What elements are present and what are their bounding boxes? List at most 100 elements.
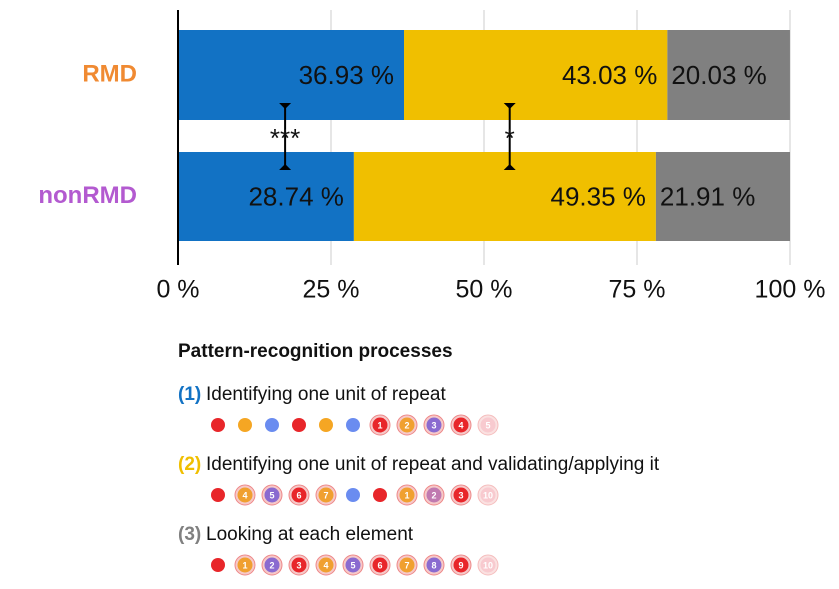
example-dot [211,488,225,502]
example-dot: 4 [450,414,472,436]
value-label: 20.03 % [671,60,766,90]
example-dot [292,418,306,432]
legend-marker: (3) [178,524,201,545]
example-dot [346,418,360,432]
dot [453,417,469,433]
dot [453,557,469,573]
dot-label: 4 [323,560,328,570]
legend-marker: (2) [178,454,201,475]
x-tick-label: 100 % [755,276,826,304]
example-dot [265,418,279,432]
example-dot: 3 [288,554,310,576]
category-label: nonRMD [38,182,137,209]
dot-label: 2 [431,490,436,500]
dot-label: 5 [485,420,490,430]
legend-text: Looking at each element [206,524,414,545]
dot [399,557,415,573]
x-tick-label: 75 % [609,276,666,304]
dot-label: 10 [483,560,493,570]
value-label: 21.91 % [660,181,755,211]
bar-segment [667,30,790,120]
dot-label: 4 [242,490,247,500]
dot [399,487,415,503]
legend-text: Identifying one unit of repeat and valid… [206,454,660,475]
example-dot: 10 [477,484,499,506]
example-dot: 4 [315,554,337,576]
x-tick-label: 0 % [156,276,199,304]
dot-label: 6 [296,490,301,500]
dot-label: 1 [377,420,382,430]
dot [453,487,469,503]
dot [480,417,496,433]
dot-label: 4 [458,420,463,430]
example-dot [211,558,225,572]
dot [237,557,253,573]
dot [426,557,442,573]
example-dot: 5 [261,484,283,506]
example-dot [373,488,387,502]
value-label: 36.93 % [299,60,394,90]
x-tick-label: 25 % [303,276,360,304]
dot-label: 7 [404,560,409,570]
dot-label: 2 [404,420,409,430]
dot [237,487,253,503]
example-dot: 2 [423,484,445,506]
example-dot: 4 [234,484,256,506]
example-dot: 5 [342,554,364,576]
example-dot: 2 [396,414,418,436]
example-dot: 6 [369,554,391,576]
dot-label: 8 [431,560,436,570]
value-label: 43.03 % [562,60,657,90]
significance-label: *** [270,123,300,153]
bar-segment [178,152,354,241]
dot [318,557,334,573]
example-dot: 2 [261,554,283,576]
dot-label: 2 [269,560,274,570]
dot-label: 1 [404,490,409,500]
example-dot [346,488,360,502]
dot [211,418,225,432]
dot-label: 3 [431,420,436,430]
example-dot [319,418,333,432]
dot [426,487,442,503]
dot-label: 5 [269,490,274,500]
dot [426,417,442,433]
example-dot: 10 [477,554,499,576]
dot [372,557,388,573]
category-label: RMD [82,60,137,87]
dot-label: 9 [458,560,463,570]
dot-label: 3 [458,490,463,500]
example-dot: 5 [477,414,499,436]
dot [345,557,361,573]
legend-marker: (1) [178,384,201,405]
x-tick-label: 50 % [456,276,513,304]
dot [346,488,360,502]
dot [291,557,307,573]
dot [480,557,496,573]
value-label: 49.35 % [551,181,646,211]
example-dot: 7 [396,554,418,576]
dot [292,418,306,432]
dot [480,487,496,503]
dot [264,557,280,573]
legend-title: Pattern-recognition processes [178,341,453,362]
dot-label: 1 [242,560,247,570]
dot [318,487,334,503]
significance-label: * [505,123,515,153]
dot [372,417,388,433]
bar-segment [353,152,656,241]
dot-label: 5 [350,560,355,570]
significance-marker [503,103,516,170]
example-dot [238,418,252,432]
bar-segment [178,30,405,120]
dot [211,488,225,502]
dot [264,487,280,503]
significance-marker [279,103,292,170]
dot [346,418,360,432]
example-dot: 9 [450,554,472,576]
dot-label: 3 [296,560,301,570]
value-label: 28.74 % [248,181,343,211]
example-dot: 1 [234,554,256,576]
